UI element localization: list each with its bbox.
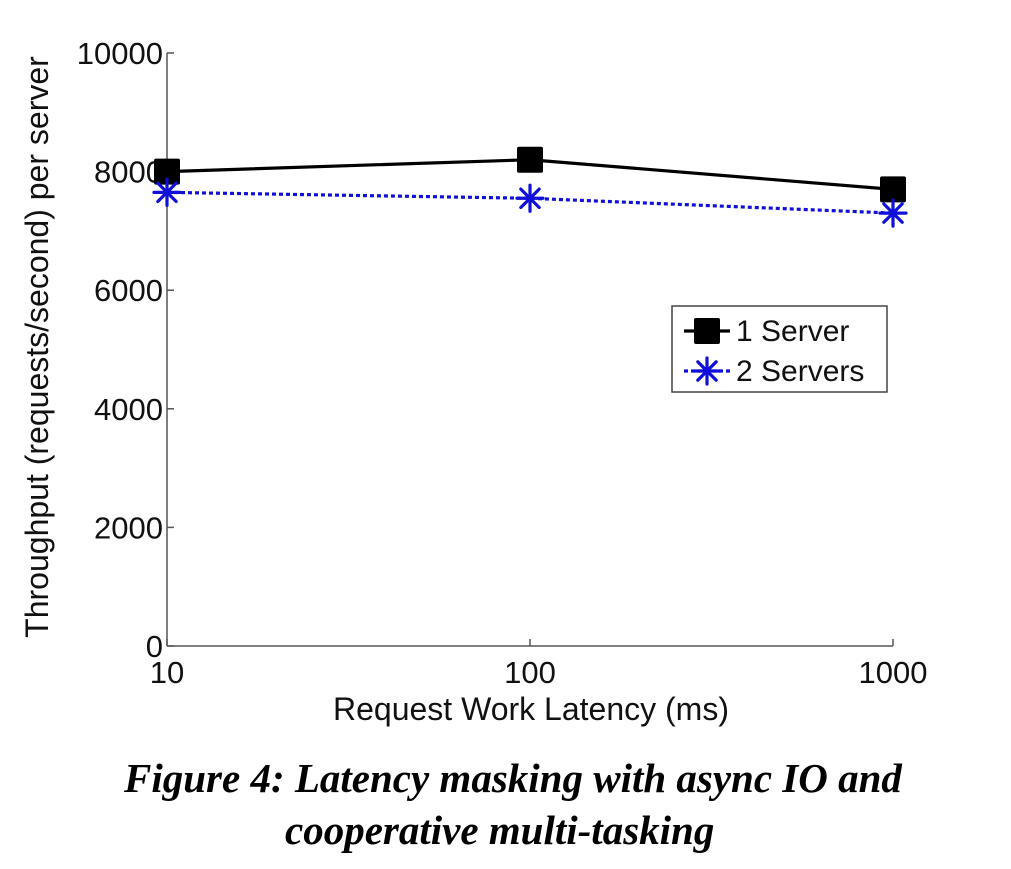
y-tick-label: 2000 — [94, 510, 163, 545]
data-point-square — [880, 176, 906, 203]
chart-legend: 1 Server 2 Servers — [671, 305, 888, 393]
x-tick-label: 1000 — [859, 655, 928, 690]
y-tick-label: 0 — [146, 629, 163, 664]
caption-line-1: Figure 4: Latency masking with async IO … — [124, 755, 902, 801]
legend-marker-asterisk — [692, 356, 722, 386]
data-point-square — [517, 146, 543, 173]
asterisk-stroke — [156, 181, 178, 204]
data-point-asterisk — [152, 177, 182, 207]
legend-item-2-servers — [684, 356, 730, 386]
y-tick-label: 8000 — [94, 155, 163, 190]
series-1 — [154, 146, 906, 203]
y-tick-label: 10000 — [77, 36, 163, 71]
figure-caption: Figure 4: Latency masking with async IO … — [0, 752, 1011, 856]
data-point-asterisk — [515, 183, 545, 213]
legend-label-1-server: 1 Server — [736, 315, 849, 348]
legend-label-2-servers: 2 Servers — [736, 355, 864, 388]
asterisk-stroke — [696, 360, 718, 382]
legend-marker-square — [694, 318, 720, 344]
x-tick-label: 100 — [504, 655, 556, 690]
chart-series — [152, 146, 908, 228]
x-axis-label: Request Work Latency (ms) — [333, 691, 729, 727]
x-axis-ticks: 10 100 1000 — [150, 639, 928, 690]
asterisk-stroke — [882, 202, 904, 224]
legend-item-1-server — [684, 318, 730, 344]
y-tick-label: 6000 — [94, 273, 163, 308]
asterisk-stroke — [519, 187, 541, 210]
y-tick-label: 4000 — [94, 392, 163, 427]
data-point-asterisk — [878, 198, 908, 228]
data-point-square — [154, 158, 180, 185]
caption-line-2: cooperative multi-tasking — [285, 807, 715, 853]
line-chart: 0 2000 4000 6000 8000 10000 10 100 1000 Request… — [19, 36, 928, 727]
y-axis-label: Throughput (requests/second) per server — [19, 56, 55, 638]
series-line — [166, 190, 894, 215]
x-tick-label: 10 — [150, 655, 184, 690]
series-2 — [152, 177, 908, 228]
y-axis-ticks: 0 2000 4000 6000 8000 10000 — [77, 36, 174, 664]
